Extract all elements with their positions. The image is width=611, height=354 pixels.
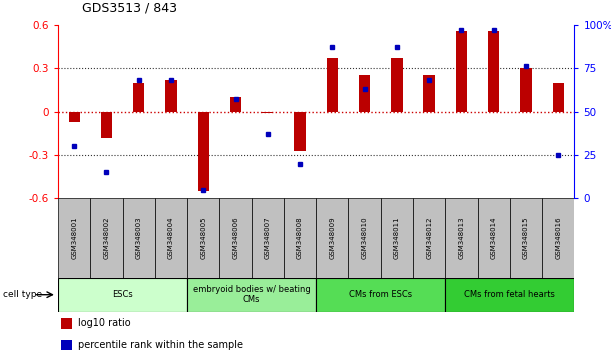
- Bar: [552, 82, 564, 112]
- Bar: [391, 58, 403, 112]
- Bar: [456, 30, 467, 112]
- Text: GSM348001: GSM348001: [71, 217, 77, 259]
- Bar: [58, 278, 187, 312]
- Text: embryoid bodies w/ beating
CMs: embryoid bodies w/ beating CMs: [193, 285, 310, 304]
- Text: CMs from fetal hearts: CMs from fetal hearts: [464, 290, 555, 299]
- Text: GSM348016: GSM348016: [555, 217, 562, 259]
- Text: GSM348002: GSM348002: [103, 217, 109, 259]
- Bar: [542, 198, 574, 278]
- Text: GSM348007: GSM348007: [265, 217, 271, 259]
- Bar: [197, 112, 209, 191]
- Bar: [90, 198, 123, 278]
- Bar: [133, 82, 144, 112]
- Text: cell type: cell type: [3, 290, 42, 299]
- Bar: [316, 198, 348, 278]
- Text: CMs from ESCs: CMs from ESCs: [349, 290, 412, 299]
- Bar: [284, 198, 316, 278]
- Bar: [101, 112, 112, 137]
- Text: GSM348008: GSM348008: [297, 217, 303, 259]
- Text: GSM348013: GSM348013: [458, 217, 464, 259]
- Text: GSM348015: GSM348015: [523, 217, 529, 259]
- Text: log10 ratio: log10 ratio: [78, 318, 131, 329]
- Bar: [327, 58, 338, 112]
- Bar: [423, 75, 435, 112]
- Bar: [348, 198, 381, 278]
- Text: ESCs: ESCs: [112, 290, 133, 299]
- Text: GSM348006: GSM348006: [233, 217, 238, 259]
- Bar: [510, 198, 542, 278]
- Bar: [262, 112, 274, 113]
- Text: GSM348012: GSM348012: [426, 217, 432, 259]
- Bar: [230, 97, 241, 112]
- Bar: [359, 75, 370, 112]
- Text: GSM348011: GSM348011: [394, 217, 400, 259]
- Bar: [61, 339, 72, 350]
- Bar: [413, 198, 445, 278]
- Bar: [58, 198, 90, 278]
- Text: percentile rank within the sample: percentile rank within the sample: [78, 339, 243, 350]
- Bar: [68, 112, 80, 122]
- Text: GSM348004: GSM348004: [168, 217, 174, 259]
- Bar: [219, 198, 252, 278]
- Bar: [488, 30, 499, 112]
- Bar: [478, 198, 510, 278]
- Bar: [166, 80, 177, 112]
- Bar: [295, 112, 306, 150]
- Text: GSM348005: GSM348005: [200, 217, 207, 259]
- Bar: [155, 198, 187, 278]
- Bar: [316, 278, 445, 312]
- Bar: [61, 318, 72, 329]
- Bar: [381, 198, 413, 278]
- Text: GDS3513 / 843: GDS3513 / 843: [82, 1, 177, 14]
- Bar: [187, 278, 316, 312]
- Text: GSM348014: GSM348014: [491, 217, 497, 259]
- Bar: [187, 198, 219, 278]
- Text: GSM348003: GSM348003: [136, 217, 142, 259]
- Text: GSM348010: GSM348010: [362, 217, 368, 259]
- Bar: [445, 278, 574, 312]
- Bar: [123, 198, 155, 278]
- Bar: [521, 68, 532, 112]
- Bar: [445, 198, 478, 278]
- Text: GSM348009: GSM348009: [329, 217, 335, 259]
- Bar: [252, 198, 284, 278]
